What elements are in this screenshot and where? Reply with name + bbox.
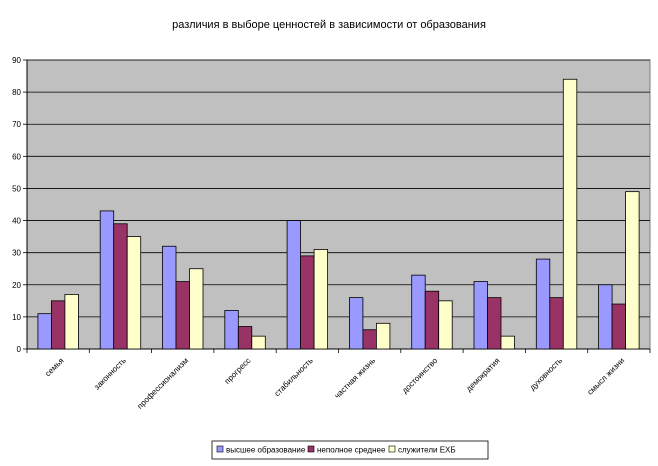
bar — [438, 300, 453, 350]
legend-swatch — [216, 445, 224, 453]
y-tick-label: 70 — [12, 120, 21, 129]
bar — [487, 297, 502, 350]
y-tick-label: 90 — [12, 56, 21, 65]
x-axis-category-labels: семья законность профессионализм прогресс ст… — [26, 349, 651, 411]
chart-title: различия в выборе ценностей в зависимост… — [172, 19, 486, 31]
y-tick-label: 80 — [12, 88, 21, 97]
bars — [37, 78, 640, 350]
bar — [473, 281, 488, 350]
bar — [300, 255, 315, 350]
y-tick-label: 30 — [12, 249, 21, 258]
legend-label: служители ЕХБ — [398, 446, 456, 455]
x-category-label: духовность — [528, 356, 564, 392]
bar — [51, 300, 66, 350]
bar — [237, 326, 253, 350]
bar — [500, 335, 515, 350]
y-tick-label: 20 — [12, 281, 21, 290]
y-tick-label: 10 — [12, 313, 21, 322]
bar — [424, 290, 440, 350]
legend: высшее образование неполное среднее служит… — [211, 440, 489, 460]
bar — [113, 223, 128, 350]
legend-swatch — [307, 445, 315, 453]
bar — [313, 249, 329, 350]
legend-label: высшее образование — [226, 446, 306, 455]
x-category-label: законность — [92, 356, 128, 392]
x-category-label: смысл жизни — [586, 356, 627, 397]
bar — [189, 268, 204, 350]
bar — [375, 322, 391, 350]
bar — [598, 284, 613, 350]
bar — [549, 297, 564, 350]
bar — [126, 236, 142, 350]
y-tick-label: 40 — [12, 217, 21, 226]
x-category-label: профессионализм — [135, 356, 190, 411]
bar — [99, 210, 115, 350]
x-category-label: достоинство — [400, 356, 439, 395]
bar — [411, 274, 426, 350]
bar — [362, 329, 377, 350]
bar — [37, 313, 52, 350]
bar — [175, 281, 190, 350]
bar — [535, 258, 551, 350]
legend-box — [211, 440, 489, 460]
bar — [625, 191, 640, 350]
bar — [348, 297, 364, 350]
legend-swatch — [388, 445, 396, 453]
y-tick-label: 0 — [17, 345, 22, 354]
y-tick-label: 50 — [12, 184, 21, 193]
x-category-label: частная жизнь — [333, 356, 377, 400]
bar — [611, 303, 626, 350]
bar — [286, 220, 302, 350]
x-category-label: семья — [43, 356, 65, 378]
x-category-label: стабильность — [273, 356, 315, 398]
x-category-label: демократия — [464, 356, 501, 393]
legend-label: неполное среднее — [317, 446, 386, 455]
bar — [562, 78, 578, 350]
bar — [251, 335, 266, 350]
bar — [224, 310, 239, 350]
y-tick-label: 60 — [12, 152, 21, 161]
bar — [64, 294, 79, 350]
bar — [162, 245, 177, 350]
x-category-label: прогресс — [223, 356, 253, 386]
